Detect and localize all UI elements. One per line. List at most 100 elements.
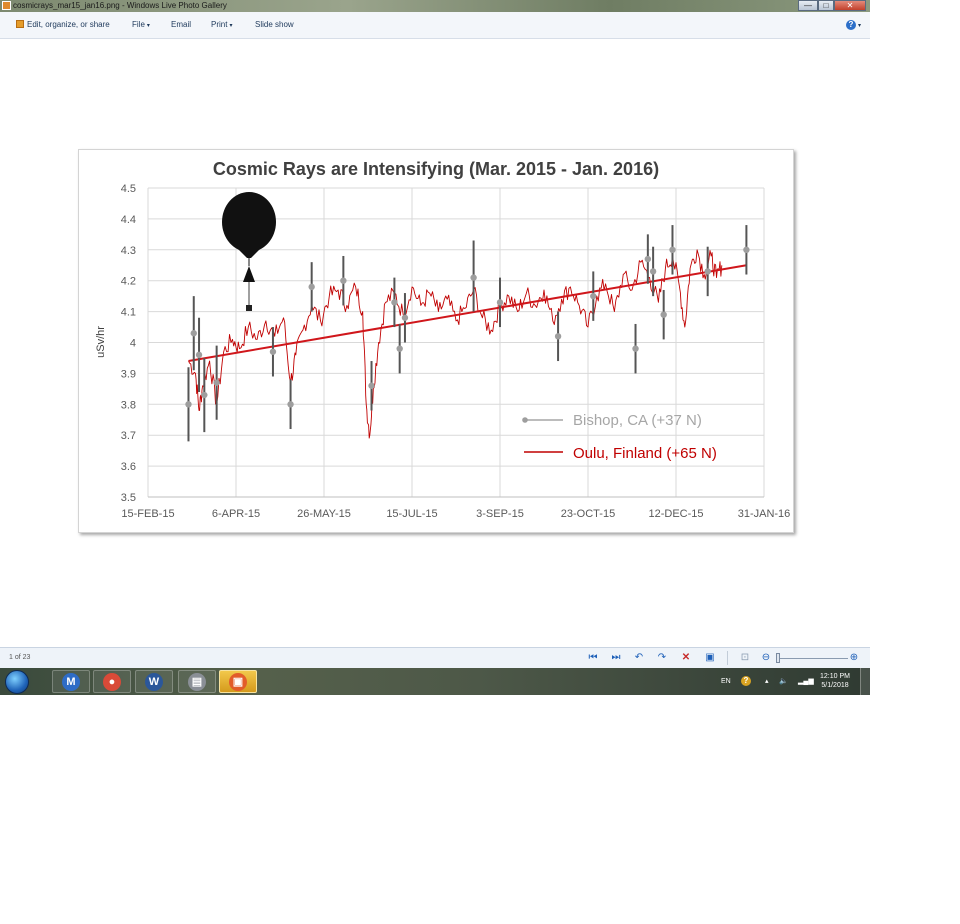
actual-size-icon[interactable]: ⊡	[740, 652, 750, 663]
legend-bishop-marker	[522, 417, 528, 423]
bishop-point	[496, 299, 504, 306]
y-tick-label: 4.3	[121, 245, 136, 257]
menu-print-label: Print	[211, 20, 228, 29]
chevron-down-icon: ▾	[858, 23, 862, 29]
oulu-line	[188, 249, 723, 439]
series-oulu	[188, 249, 723, 439]
tray-help-icon[interactable]: ?	[741, 668, 751, 695]
word-icon: W	[145, 673, 163, 691]
bishop-point	[743, 246, 750, 253]
y-tick-label: 4	[130, 338, 136, 350]
bishop-point	[632, 345, 639, 352]
y-tick-label: 3.8	[121, 399, 136, 411]
taskbar-scanner[interactable]: ▤	[178, 670, 216, 693]
zoom-slider-track[interactable]	[780, 658, 848, 659]
start-button[interactable]	[5, 670, 29, 694]
chart-legend: Bishop, CA (+37 N) Oulu, Finland (+65 N)	[522, 412, 717, 462]
command-bar: Edit, organize, or share File ▾ Email Pri…	[0, 12, 870, 39]
y-tick-label: 4.5	[121, 183, 136, 195]
volume-icon[interactable]: 🔈	[779, 678, 788, 685]
taskbar-chrome[interactable]: ●	[93, 670, 131, 693]
menu-edit-label: Edit, organize, or share	[27, 20, 110, 29]
bishop-point	[401, 314, 409, 321]
legend-oulu-label: Oulu, Finland (+65 N)	[573, 445, 717, 462]
menu-edit-organize-share[interactable]: Edit, organize, or share	[16, 12, 110, 38]
bishop-point	[368, 382, 375, 389]
y-tick-label: 3.9	[121, 368, 136, 380]
language-indicator[interactable]: EN	[721, 678, 731, 685]
x-tick-label: 26-MAY-15	[297, 508, 351, 520]
series-bishop	[185, 225, 750, 442]
maximize-button[interactable]: □	[818, 0, 834, 11]
scanner-icon: ▤	[188, 673, 206, 691]
bishop-point	[287, 401, 294, 408]
show-desktop-button[interactable]	[860, 668, 870, 695]
chart-axes: 3.5 3.6 3.7 3.8 3.9 4 4.1 4.2 4.3 4.4 4.5 15-FEB-15…	[121, 183, 791, 520]
zoom-out-icon[interactable]: ⊖	[761, 652, 771, 663]
legend-bishop-label: Bishop, CA (+37 N)	[573, 412, 702, 429]
photo-gallery-icon: ▣	[229, 673, 247, 691]
bishop-point	[340, 277, 347, 284]
chevron-down-icon: ▾	[229, 23, 233, 29]
menu-slide-show-label: Slide show	[255, 20, 294, 29]
y-tick-label: 4.1	[121, 307, 136, 319]
tray-expand-icon[interactable]: ▴	[765, 678, 769, 685]
x-tick-label: 12-DEC-15	[648, 508, 703, 520]
zoom-slider-thumb[interactable]	[776, 653, 780, 663]
photo-counter: 1 of 23	[9, 654, 31, 661]
x-tick-label: 23-OCT-15	[561, 508, 615, 520]
menu-file-label: File	[132, 20, 145, 29]
chrome-icon: ●	[103, 673, 121, 691]
taskbar-word[interactable]: W	[135, 670, 173, 693]
clock-date: 5/1/2018	[821, 682, 849, 689]
rotate-left-icon[interactable]: ↶	[634, 652, 644, 663]
minimize-button[interactable]: —	[798, 0, 818, 11]
clock-time: 12:10 PM	[820, 673, 850, 680]
system-clock[interactable]: 12:10 PM 5/1/2018	[818, 672, 852, 690]
previous-icon[interactable]: ⏮	[588, 652, 598, 663]
chart-grid	[147, 187, 765, 498]
x-tick-label: 15-JUL-15	[386, 508, 437, 520]
bishop-point	[185, 401, 192, 408]
bishop-point	[644, 255, 652, 263]
status-toolbar: 1 of 23 ⏮ ⏭ ↶ ↷ ✕ ▣ ⊡ ⊖ ⊕	[0, 647, 870, 669]
bishop-point	[470, 274, 477, 281]
chart-title: Cosmic Rays are Intensifying (Mar. 2015 …	[213, 159, 659, 179]
x-tick-label: 6-APR-15	[212, 508, 260, 520]
menu-email[interactable]: Email	[171, 12, 191, 38]
menu-email-label: Email	[171, 20, 192, 29]
bishop-point	[396, 345, 403, 352]
photo-gallery-app-icon	[2, 1, 11, 10]
y-tick-label: 3.6	[121, 461, 136, 473]
bishop-point	[269, 348, 277, 355]
taskbar-photo-gallery[interactable]: ▣	[219, 670, 257, 693]
bishop-point	[669, 246, 676, 253]
y-tick-label: 3.7	[121, 430, 136, 442]
bishop-point	[391, 299, 398, 306]
bishop-point	[554, 333, 562, 340]
bishop-point	[649, 268, 657, 275]
chevron-down-icon: ▾	[146, 23, 150, 29]
toolbar-divider	[727, 651, 728, 665]
outlook-icon: M	[62, 673, 80, 691]
y-tick-label: 4.4	[121, 214, 136, 226]
delete-icon[interactable]: ✕	[681, 652, 691, 663]
taskbar-outlook[interactable]: M	[52, 670, 90, 693]
help-button[interactable]: ? ▾	[846, 12, 861, 39]
bishop-point	[195, 351, 203, 359]
slideshow-icon[interactable]: ▣	[705, 652, 715, 663]
close-button[interactable]: ✕	[834, 0, 866, 11]
bishop-point	[308, 283, 315, 291]
menu-slide-show[interactable]: Slide show	[255, 12, 294, 38]
help-icon: ?	[741, 676, 751, 686]
balloon-icon	[222, 192, 276, 311]
menu-file[interactable]: File ▾	[132, 12, 150, 39]
menu-print[interactable]: Print ▾	[211, 12, 232, 39]
next-icon[interactable]: ⏭	[611, 652, 621, 663]
photo-viewer-image: 3.5 3.6 3.7 3.8 3.9 4 4.1 4.2 4.3 4.4 4.5 15-FEB-15…	[78, 149, 794, 533]
x-tick-label: 15-FEB-15	[121, 508, 174, 520]
bishop-point	[704, 268, 711, 275]
zoom-in-icon[interactable]: ⊕	[849, 652, 859, 663]
network-icon[interactable]: ▂▄▆	[798, 678, 814, 685]
rotate-right-icon[interactable]: ↷	[657, 652, 667, 663]
